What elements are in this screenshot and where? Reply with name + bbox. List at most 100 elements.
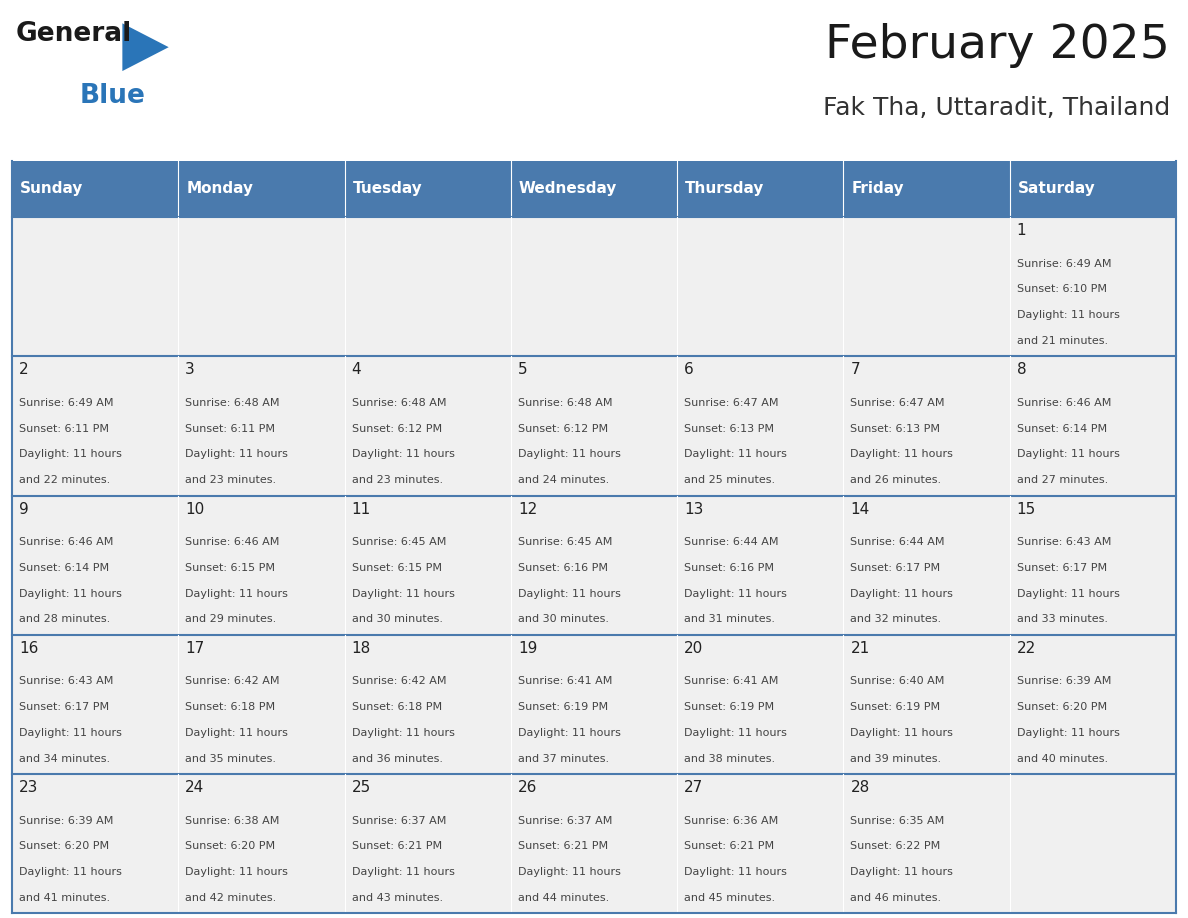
Text: Sunset: 6:21 PM: Sunset: 6:21 PM xyxy=(518,841,608,851)
Text: and 37 minutes.: and 37 minutes. xyxy=(518,754,609,764)
Text: 5: 5 xyxy=(518,363,527,377)
Text: and 23 minutes.: and 23 minutes. xyxy=(185,475,277,485)
Text: 26: 26 xyxy=(518,780,537,795)
Text: 27: 27 xyxy=(684,780,703,795)
Bar xyxy=(12,356,1176,496)
Text: Sunset: 6:18 PM: Sunset: 6:18 PM xyxy=(185,702,276,712)
Text: Sunset: 6:12 PM: Sunset: 6:12 PM xyxy=(518,423,608,433)
Text: Daylight: 11 hours: Daylight: 11 hours xyxy=(1017,728,1119,738)
Text: Sunrise: 6:43 AM: Sunrise: 6:43 AM xyxy=(19,677,113,687)
Text: 20: 20 xyxy=(684,641,703,655)
Text: and 25 minutes.: and 25 minutes. xyxy=(684,475,776,485)
Text: Sunrise: 6:47 AM: Sunrise: 6:47 AM xyxy=(851,397,944,408)
Text: 8: 8 xyxy=(1017,363,1026,377)
Text: 7: 7 xyxy=(851,363,860,377)
Bar xyxy=(12,774,1176,913)
Text: Sunset: 6:13 PM: Sunset: 6:13 PM xyxy=(851,423,941,433)
Text: Sunset: 6:21 PM: Sunset: 6:21 PM xyxy=(352,841,442,851)
Text: Blue: Blue xyxy=(80,83,145,109)
Text: and 42 minutes.: and 42 minutes. xyxy=(185,893,277,902)
Text: Friday: Friday xyxy=(852,182,904,196)
Text: Sunset: 6:14 PM: Sunset: 6:14 PM xyxy=(19,563,109,573)
Text: and 43 minutes.: and 43 minutes. xyxy=(352,893,443,902)
Text: Daylight: 11 hours: Daylight: 11 hours xyxy=(518,449,620,459)
Text: Sunrise: 6:46 AM: Sunrise: 6:46 AM xyxy=(19,537,113,547)
Text: Sunrise: 6:44 AM: Sunrise: 6:44 AM xyxy=(684,537,778,547)
Bar xyxy=(12,217,1176,356)
Text: and 46 minutes.: and 46 minutes. xyxy=(851,893,942,902)
Text: 15: 15 xyxy=(1017,501,1036,517)
Text: and 33 minutes.: and 33 minutes. xyxy=(1017,614,1107,624)
Text: 17: 17 xyxy=(185,641,204,655)
Text: Daylight: 11 hours: Daylight: 11 hours xyxy=(518,868,620,877)
Text: Sunset: 6:20 PM: Sunset: 6:20 PM xyxy=(185,841,276,851)
Text: Daylight: 11 hours: Daylight: 11 hours xyxy=(518,728,620,738)
Text: 6: 6 xyxy=(684,363,694,377)
Text: Sunrise: 6:48 AM: Sunrise: 6:48 AM xyxy=(352,397,446,408)
Text: Sunrise: 6:41 AM: Sunrise: 6:41 AM xyxy=(684,677,778,687)
Text: and 35 minutes.: and 35 minutes. xyxy=(185,754,276,764)
Text: Sunrise: 6:48 AM: Sunrise: 6:48 AM xyxy=(518,397,612,408)
Bar xyxy=(12,635,1176,774)
Text: 10: 10 xyxy=(185,501,204,517)
Text: and 30 minutes.: and 30 minutes. xyxy=(518,614,608,624)
Text: Fak Tha, Uttaradit, Thailand: Fak Tha, Uttaradit, Thailand xyxy=(823,96,1170,120)
Text: Sunday: Sunday xyxy=(20,182,83,196)
Text: Daylight: 11 hours: Daylight: 11 hours xyxy=(1017,310,1119,320)
Text: Sunrise: 6:42 AM: Sunrise: 6:42 AM xyxy=(185,677,279,687)
Text: Sunset: 6:10 PM: Sunset: 6:10 PM xyxy=(1017,285,1107,295)
Text: Sunrise: 6:45 AM: Sunrise: 6:45 AM xyxy=(352,537,446,547)
Text: Daylight: 11 hours: Daylight: 11 hours xyxy=(185,728,287,738)
Text: Thursday: Thursday xyxy=(685,182,765,196)
Text: Sunset: 6:19 PM: Sunset: 6:19 PM xyxy=(518,702,608,712)
Bar xyxy=(511,161,677,218)
Text: Sunrise: 6:36 AM: Sunrise: 6:36 AM xyxy=(684,815,778,825)
Text: Sunrise: 6:43 AM: Sunrise: 6:43 AM xyxy=(1017,537,1111,547)
Text: Sunrise: 6:46 AM: Sunrise: 6:46 AM xyxy=(1017,397,1111,408)
Text: Sunset: 6:21 PM: Sunset: 6:21 PM xyxy=(684,841,775,851)
Text: Tuesday: Tuesday xyxy=(353,182,423,196)
Text: 25: 25 xyxy=(352,780,371,795)
Text: Sunrise: 6:39 AM: Sunrise: 6:39 AM xyxy=(19,815,113,825)
Text: Sunset: 6:13 PM: Sunset: 6:13 PM xyxy=(684,423,775,433)
Bar xyxy=(677,161,843,218)
Text: Daylight: 11 hours: Daylight: 11 hours xyxy=(19,868,121,877)
Text: Sunset: 6:17 PM: Sunset: 6:17 PM xyxy=(851,563,941,573)
Text: Sunrise: 6:45 AM: Sunrise: 6:45 AM xyxy=(518,537,612,547)
Text: Daylight: 11 hours: Daylight: 11 hours xyxy=(185,588,287,599)
Text: 22: 22 xyxy=(1017,641,1036,655)
Bar xyxy=(843,161,1010,218)
Text: Sunset: 6:16 PM: Sunset: 6:16 PM xyxy=(518,563,608,573)
Text: Daylight: 11 hours: Daylight: 11 hours xyxy=(352,868,454,877)
Text: Sunrise: 6:48 AM: Sunrise: 6:48 AM xyxy=(185,397,279,408)
Text: General: General xyxy=(15,21,132,47)
Text: and 45 minutes.: and 45 minutes. xyxy=(684,893,776,902)
Text: and 40 minutes.: and 40 minutes. xyxy=(1017,754,1108,764)
Text: 28: 28 xyxy=(851,780,870,795)
Text: Daylight: 11 hours: Daylight: 11 hours xyxy=(352,728,454,738)
Text: Sunset: 6:17 PM: Sunset: 6:17 PM xyxy=(1017,563,1107,573)
Text: Daylight: 11 hours: Daylight: 11 hours xyxy=(352,588,454,599)
Text: and 36 minutes.: and 36 minutes. xyxy=(352,754,442,764)
Text: Sunset: 6:20 PM: Sunset: 6:20 PM xyxy=(1017,702,1107,712)
Text: 3: 3 xyxy=(185,363,195,377)
Text: Sunset: 6:19 PM: Sunset: 6:19 PM xyxy=(684,702,775,712)
Text: 13: 13 xyxy=(684,501,703,517)
Text: 1: 1 xyxy=(1017,223,1026,238)
Text: and 28 minutes.: and 28 minutes. xyxy=(19,614,110,624)
Text: Daylight: 11 hours: Daylight: 11 hours xyxy=(19,728,121,738)
Text: Sunrise: 6:40 AM: Sunrise: 6:40 AM xyxy=(851,677,944,687)
Text: Sunset: 6:18 PM: Sunset: 6:18 PM xyxy=(352,702,442,712)
Text: 23: 23 xyxy=(19,780,38,795)
Text: and 34 minutes.: and 34 minutes. xyxy=(19,754,110,764)
Bar xyxy=(178,161,345,218)
Text: Daylight: 11 hours: Daylight: 11 hours xyxy=(518,588,620,599)
Text: Daylight: 11 hours: Daylight: 11 hours xyxy=(684,449,786,459)
Text: and 31 minutes.: and 31 minutes. xyxy=(684,614,775,624)
Polygon shape xyxy=(122,23,169,71)
Text: Daylight: 11 hours: Daylight: 11 hours xyxy=(19,588,121,599)
Text: Wednesday: Wednesday xyxy=(519,182,618,196)
Text: Sunset: 6:11 PM: Sunset: 6:11 PM xyxy=(19,423,109,433)
Text: Sunset: 6:15 PM: Sunset: 6:15 PM xyxy=(185,563,276,573)
Text: Daylight: 11 hours: Daylight: 11 hours xyxy=(185,449,287,459)
